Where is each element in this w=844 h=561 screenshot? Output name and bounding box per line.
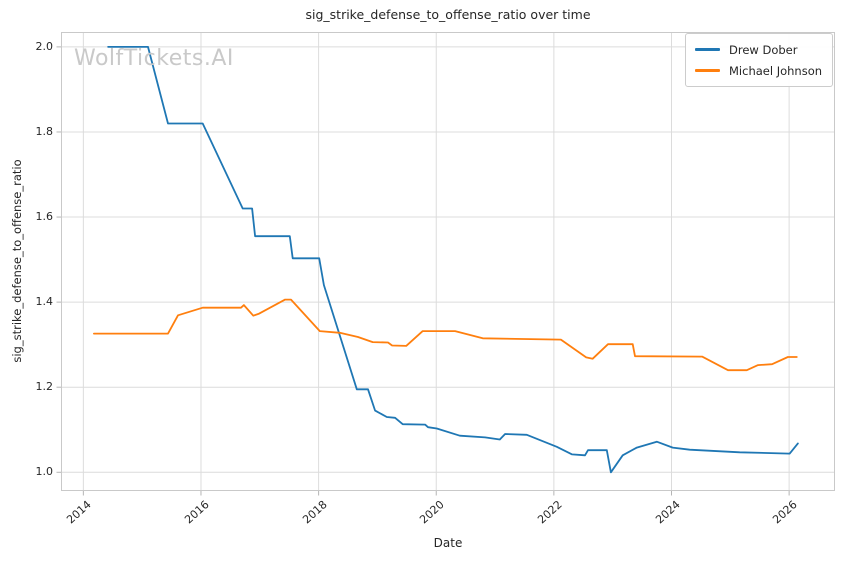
x-tick-label: 2022 (535, 498, 565, 527)
y-tick-label: 1.6 (35, 210, 54, 224)
y-axis-label: sig_strike_defense_to_offense_ratio (10, 159, 24, 363)
y-tick-label: 1.8 (35, 124, 54, 138)
plot-area (56, 32, 835, 496)
series-line-drew-dober (107, 45, 799, 474)
plot-border (61, 32, 835, 491)
y-tick-label: 2.0 (35, 39, 54, 53)
series-line-michael-johnson (93, 298, 798, 372)
x-tick-label: 2016 (182, 498, 212, 527)
x-tick-label: 2026 (770, 498, 800, 527)
legend: Drew Dober Michael Johnson (685, 33, 834, 87)
x-tick-label: 2014 (64, 498, 95, 527)
y-tick-label: 1.4 (35, 295, 54, 309)
x-tick-label: 2020 (417, 498, 447, 527)
legend-line-swatch (695, 48, 720, 51)
legend-label: Michael Johnson (729, 63, 823, 78)
legend-line-swatch (695, 69, 720, 72)
watermark: WolfTickets.AI (74, 46, 234, 71)
legend-label: Drew Dober (729, 42, 798, 57)
legend-item-michael-johnson: Michael Johnson (695, 60, 822, 81)
x-axis-label: Date (433, 536, 463, 550)
y-tick-label: 1.0 (35, 465, 54, 479)
y-tick-label: 1.2 (35, 380, 54, 394)
x-tick-label: 2018 (299, 498, 330, 527)
x-tick-label: 2024 (652, 498, 683, 527)
legend-item-drew-dober: Drew Dober (695, 39, 822, 60)
chart-title: sig_strike_defense_to_offense_ratio over… (305, 7, 591, 22)
